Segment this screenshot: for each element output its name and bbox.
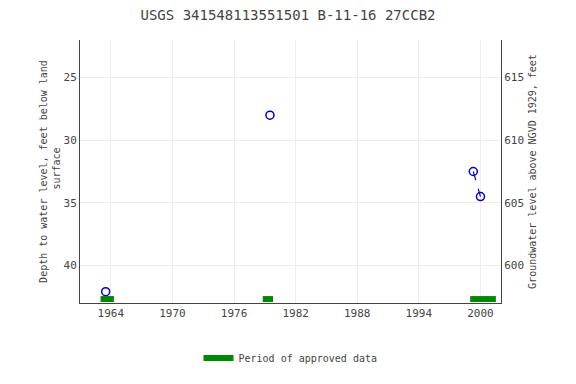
svg-text:35: 35 xyxy=(64,197,77,210)
svg-text:605: 605 xyxy=(504,197,524,210)
svg-text:Groundwater level above NGVD 1: Groundwater level above NGVD 1929, feet xyxy=(527,54,538,289)
svg-text:1970: 1970 xyxy=(159,307,186,320)
svg-text:25: 25 xyxy=(64,71,77,84)
svg-text:600: 600 xyxy=(504,259,524,272)
svg-text:2000: 2000 xyxy=(467,307,494,320)
svg-text:40: 40 xyxy=(64,259,77,272)
svg-text:1994: 1994 xyxy=(406,307,433,320)
svg-text:1976: 1976 xyxy=(221,307,248,320)
svg-text:1988: 1988 xyxy=(344,307,371,320)
svg-text:Period of approved data: Period of approved data xyxy=(239,353,377,364)
svg-text:30: 30 xyxy=(64,134,77,147)
svg-text:1964: 1964 xyxy=(98,307,125,320)
svg-text:615: 615 xyxy=(504,71,524,84)
svg-text:Depth to water level, feet bel: Depth to water level, feet below land su… xyxy=(38,60,62,283)
svg-text:USGS 341548113551501 B-11-16 2: USGS 341548113551501 B-11-16 27CCB2 xyxy=(140,7,435,23)
svg-text:1982: 1982 xyxy=(282,307,309,320)
svg-text:610: 610 xyxy=(504,134,524,147)
